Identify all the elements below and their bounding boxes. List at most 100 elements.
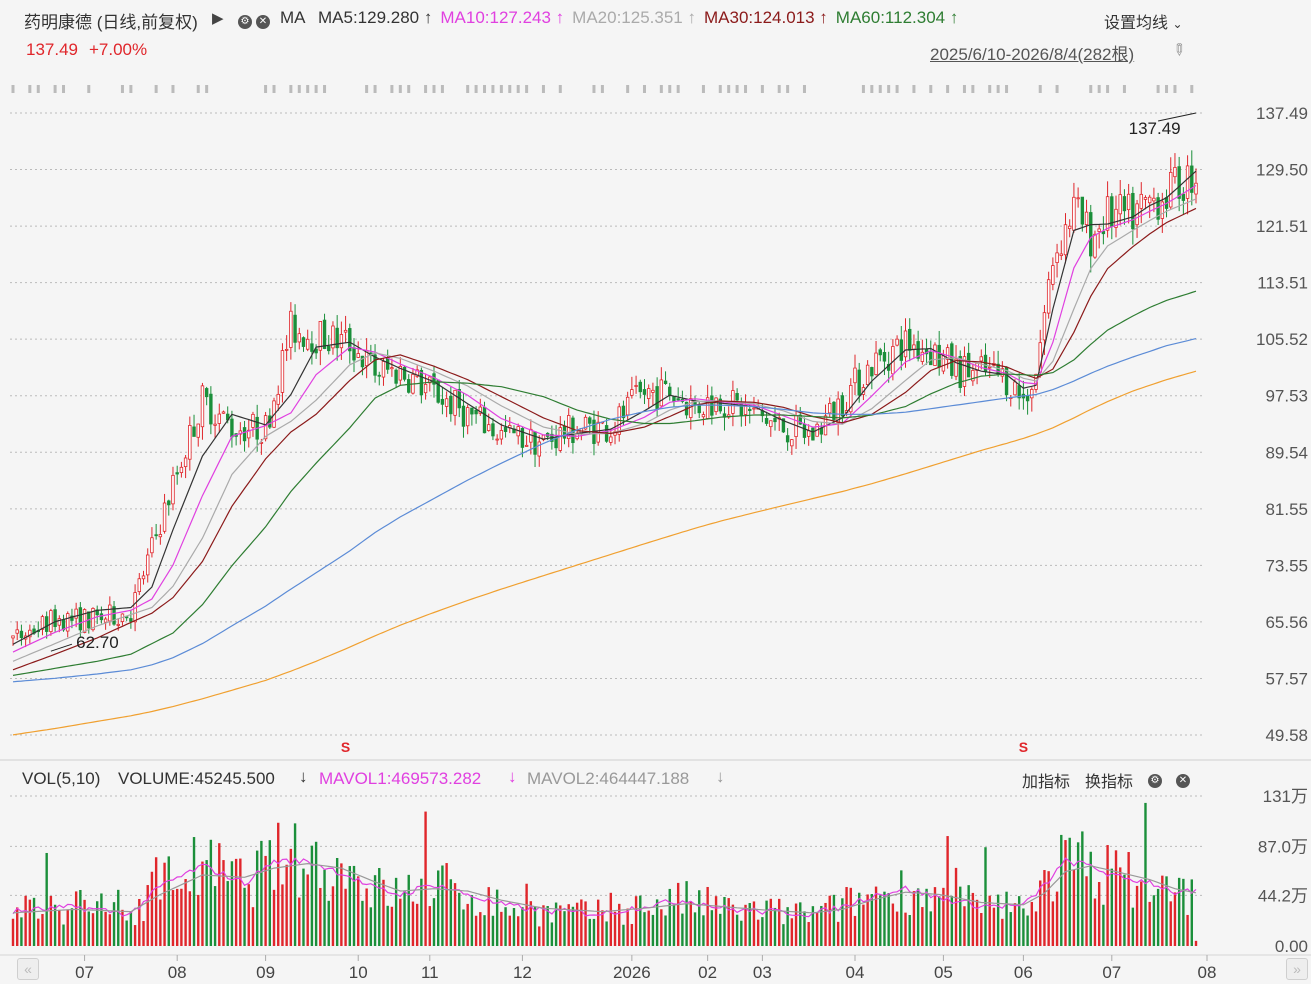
close-icon[interactable]: ✕ xyxy=(1176,770,1190,788)
event-marker xyxy=(946,85,950,93)
candle-body xyxy=(663,380,668,384)
switch-indicator-button[interactable]: 换指标 xyxy=(1085,774,1134,791)
candle-body xyxy=(247,429,251,439)
candle-body xyxy=(322,319,327,349)
candle-body xyxy=(348,328,352,352)
candle-body xyxy=(966,352,971,378)
candle-body xyxy=(1097,228,1101,232)
volume-bar xyxy=(175,888,179,946)
candle-body xyxy=(785,435,790,443)
play-icon[interactable]: ▶ xyxy=(212,10,224,27)
volume-bar xyxy=(201,861,204,946)
candle-body xyxy=(798,414,802,425)
volume-bar xyxy=(533,906,537,946)
add-indicator-button[interactable]: 加指标 xyxy=(1022,774,1071,791)
volume-tick-label: 87.0万 xyxy=(1258,837,1308,856)
volume-bar xyxy=(609,892,613,946)
volume-bar xyxy=(879,895,882,946)
volume-bar xyxy=(491,915,495,946)
event-marker xyxy=(323,85,327,93)
volume-bar xyxy=(1102,904,1105,946)
candle-body xyxy=(99,613,104,621)
candle-body xyxy=(908,328,912,351)
volume-bar xyxy=(634,896,638,946)
price-tick-label: 97.53 xyxy=(1265,387,1308,406)
candle-body xyxy=(988,366,992,369)
scroll-left-button[interactable]: « xyxy=(17,958,39,980)
volume-bar xyxy=(1068,837,1071,946)
date-tick-label: 2026 xyxy=(613,963,651,982)
volume-bar xyxy=(213,886,217,946)
candle-body xyxy=(1013,381,1017,396)
gear-icon[interactable]: ⚙ xyxy=(1148,770,1162,788)
volume-bar xyxy=(592,918,596,946)
event-marker xyxy=(760,85,764,93)
volume-bar xyxy=(921,907,924,946)
candle-body xyxy=(533,431,537,455)
volume-bar xyxy=(925,888,928,946)
volume-bar xyxy=(622,924,625,946)
candle-body xyxy=(668,386,672,396)
event-marker xyxy=(878,85,882,93)
candle-body xyxy=(634,385,638,387)
candle-body xyxy=(402,366,407,380)
candle-body xyxy=(230,418,234,438)
candle-body xyxy=(836,398,840,424)
volume-bar xyxy=(104,911,107,946)
volume-bar xyxy=(841,898,844,946)
volume-bar xyxy=(1148,901,1151,946)
volume-bar xyxy=(980,912,983,946)
volume-bar xyxy=(428,906,431,946)
candle-body xyxy=(289,310,293,348)
event-marker xyxy=(499,85,503,93)
volume-bar xyxy=(946,836,949,946)
candle-body xyxy=(66,613,70,632)
volume-bar xyxy=(62,924,65,946)
volume-bar xyxy=(1093,898,1097,946)
candle-body xyxy=(1030,388,1034,399)
event-marker xyxy=(541,85,545,93)
volume-bar xyxy=(744,904,747,946)
candle-body xyxy=(444,398,449,407)
volume-bar xyxy=(53,904,57,946)
stock-title[interactable]: 药明康德 (日线,前复权) xyxy=(24,13,198,32)
date-tick-label: 02 xyxy=(698,963,717,982)
volume-bar xyxy=(672,904,676,946)
event-marker xyxy=(777,85,781,93)
volume-bar xyxy=(613,911,617,946)
volume-bar xyxy=(306,874,309,946)
gear-icon[interactable]: ⚙ xyxy=(238,11,252,29)
volume-bar xyxy=(900,870,903,946)
candle-body xyxy=(899,339,904,361)
date-range[interactable]: 2025/6/10-2026/8/4(282根) xyxy=(930,45,1135,64)
close-icon[interactable]: ✕ xyxy=(256,11,270,29)
volume-bar xyxy=(495,889,499,946)
volume-bar xyxy=(698,890,701,946)
candle-body xyxy=(1152,197,1156,202)
event-marker xyxy=(558,85,562,93)
volume-bar xyxy=(588,918,591,946)
volume-bar xyxy=(348,866,351,946)
volume-bar xyxy=(390,906,394,946)
event-marker xyxy=(1005,85,1009,93)
volume-bar xyxy=(761,917,764,946)
candle-body xyxy=(1025,395,1030,402)
settings-ma-button[interactable]: 设置均线 ⌄ xyxy=(1104,9,1183,33)
volume-bar xyxy=(251,907,255,946)
min-price-arrow xyxy=(50,643,73,652)
scroll-right-button[interactable]: » xyxy=(1286,958,1308,980)
event-marker xyxy=(11,85,15,93)
event-marker xyxy=(1038,85,1042,93)
candle-body xyxy=(1072,196,1076,231)
candle-body xyxy=(175,472,179,475)
date-tick-label: 06 xyxy=(1014,963,1033,982)
candle-body xyxy=(912,344,916,350)
event-marker xyxy=(1106,85,1110,93)
event-marker xyxy=(1165,85,1169,93)
volume-bar xyxy=(184,879,187,946)
event-marker xyxy=(887,85,891,93)
candle-body xyxy=(1059,253,1063,256)
candle-body xyxy=(1017,385,1021,399)
volume-bar xyxy=(293,823,297,946)
